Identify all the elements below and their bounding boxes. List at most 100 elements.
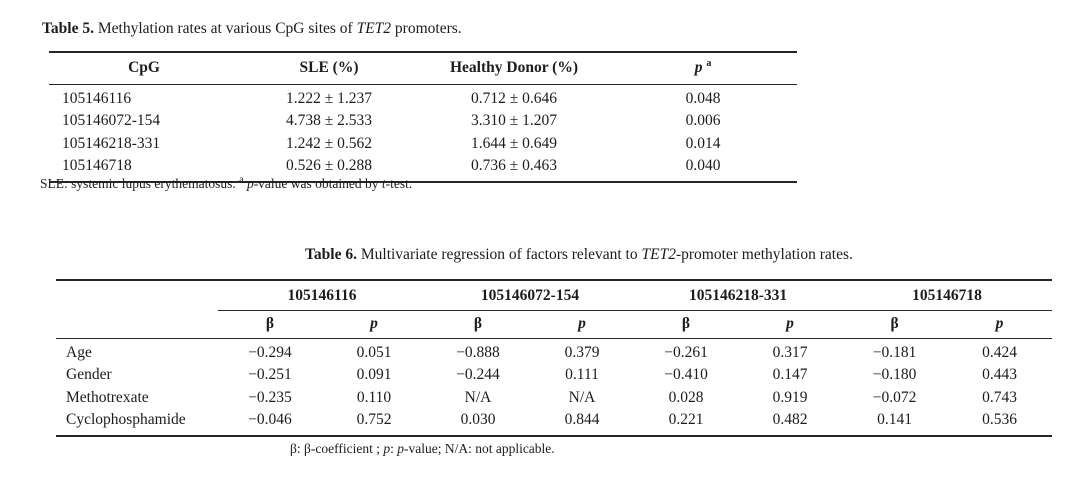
table6-group-header: 105146718 [842, 280, 1053, 311]
table-row: Methotrexate −0.235 0.110 N/A N/A 0.028 … [56, 386, 1052, 408]
cell-p: 0.536 [982, 411, 1017, 429]
table6-group-header: 105146116 [218, 280, 426, 311]
table6-caption: Table 6. Multivariate regression of fact… [305, 245, 853, 265]
cell-p: 0.014 [685, 134, 721, 152]
cell-beta: −0.180 [872, 366, 917, 384]
table-row: 105146718 0.526 ± 0.288 0.736 ± 0.463 0.… [49, 155, 797, 182]
table6-footnote-text2: : [390, 441, 398, 456]
table6-footnote-p2: p [397, 441, 404, 456]
cell-beta: −0.046 [248, 411, 292, 429]
table5-header-row: CpG SLE (%) Healthy Donor (%) p a [49, 52, 797, 85]
cell-beta: 0.141 [877, 411, 912, 429]
table5-caption-label: Table 5. [42, 20, 94, 37]
table6-caption-label: Table 6. [305, 246, 357, 263]
table5-footnote: SLE: systemic lupus erythematosus. a p-v… [40, 174, 413, 192]
table5: CpG SLE (%) Healthy Donor (%) p a 105146… [49, 51, 797, 183]
cell-p: 0.317 [772, 344, 808, 361]
table5-header-p-superscript: a [706, 57, 712, 69]
table6-footnote-text3: -value; N/A: not applicable. [403, 441, 555, 456]
beta-subheader: β [634, 310, 739, 339]
cell-beta: 0.030 [460, 411, 496, 429]
table6-caption-gene: TET2 [641, 246, 676, 263]
table5-header-p: p a [609, 52, 797, 85]
cell-beta: −0.410 [664, 366, 708, 384]
table-row: Age −0.294 0.051 −0.888 0.379 −0.261 0.3… [56, 339, 1052, 364]
table6-footnote: β: β-coefficient ; p: p-value; N/A: not … [290, 441, 555, 457]
cell-beta: −0.181 [872, 344, 917, 361]
cell-beta: −0.888 [456, 344, 500, 361]
table6-caption-text: Multivariate regression of factors relev… [356, 246, 642, 263]
cell-cpg: 105146218-331 [62, 134, 161, 152]
table5-caption-gene: TET2 [356, 20, 392, 37]
cell-sle: 1.242 ± 0.562 [285, 134, 372, 152]
cell-beta: 0.221 [668, 411, 704, 429]
cell-cpg: 105146116 [62, 90, 132, 107]
table6-group-header-row: 105146116 105146072-154 105146218-331 10… [56, 280, 1053, 311]
cell-p: 0.424 [982, 344, 1017, 361]
beta-subheader: β [218, 310, 322, 339]
cell-p: 0.919 [772, 388, 808, 406]
cell-beta: −0.072 [872, 388, 917, 406]
p-subheader: p [530, 310, 635, 339]
table6-corner-cell [56, 280, 218, 311]
cell-p: 0.110 [356, 388, 392, 406]
beta-subheader: β [842, 310, 948, 339]
row-label: Cyclophosphamide [66, 411, 186, 429]
cell-p: 0.482 [772, 411, 808, 429]
cell-beta: −0.294 [248, 344, 292, 361]
table5-footnote-t: t [381, 176, 386, 191]
table5-header-cpg: CpG [49, 52, 239, 85]
table-row: Gender −0.251 0.091 −0.244 0.111 −0.410 … [56, 364, 1052, 386]
table6: 105146116 105146072-154 105146218-331 10… [56, 279, 1053, 437]
p-subheader: p [947, 310, 1053, 339]
cell-p: 0.091 [356, 366, 392, 384]
cell-p: 0.051 [356, 344, 392, 361]
table6-caption-text-end: -promoter methylation rates. [675, 246, 853, 263]
cell-p: 0.040 [685, 157, 721, 175]
table5-header-p-symbol: p [694, 59, 703, 76]
row-label: Age [66, 344, 92, 361]
cell-sle: 4.738 ± 2.533 [285, 112, 372, 130]
table5-footnote-marker: a [239, 174, 244, 186]
table5-caption-text-end: promoters. [391, 20, 462, 37]
table5-footnote-text2: -value was obtained by [253, 176, 382, 191]
cell-beta: −0.244 [456, 366, 500, 384]
table-row: 105146218-331 1.242 ± 0.562 1.644 ± 0.64… [49, 132, 797, 154]
p-subheader: p [738, 310, 843, 339]
cell-p: 0.111 [565, 366, 599, 384]
row-label: Methotrexate [66, 388, 149, 406]
table6-footnote-text: β: β-coefficient ; [290, 441, 384, 456]
table6-group-header: 105146218-331 [634, 280, 843, 311]
cell-beta: −0.235 [248, 388, 292, 406]
cell-healthy: 3.310 ± 1.207 [470, 112, 557, 130]
table5-footnote-p: p [246, 176, 254, 191]
table6-footnote-p1: p [383, 441, 391, 456]
cell-p: 0.379 [564, 344, 600, 361]
table6-subheader-row: β p β p β p β p [56, 310, 1053, 339]
table-row: Cyclophosphamide −0.046 0.752 0.030 0.84… [56, 409, 1052, 436]
cell-sle: 1.222 ± 1.237 [285, 90, 372, 107]
table5-header-sle: SLE (%) [239, 52, 419, 85]
cell-p: N/A [568, 388, 596, 406]
table-row: 105146116 1.222 ± 1.237 0.712 ± 0.646 0.… [49, 85, 797, 110]
cell-sle: 0.526 ± 0.288 [285, 157, 372, 175]
beta-subheader: β [426, 310, 530, 339]
table5-caption-text: Methylation rates at various CpG sites o… [93, 20, 357, 37]
table6-group-header: 105146072-154 [426, 280, 635, 311]
cell-beta: 0.028 [668, 388, 704, 406]
cell-beta: −0.251 [248, 366, 292, 384]
cell-p: 0.006 [685, 112, 721, 130]
table6-subheader-empty [56, 310, 218, 339]
cell-healthy: 1.644 ± 0.649 [470, 134, 557, 152]
row-label: Gender [66, 366, 112, 384]
cell-p: 0.443 [982, 366, 1017, 384]
table5-header-healthy: Healthy Donor (%) [419, 52, 609, 85]
cell-healthy: 0.736 ± 0.463 [470, 157, 557, 175]
table5-footnote-text3: -test. [385, 176, 413, 191]
cell-p: 0.048 [685, 90, 721, 107]
cell-healthy: 0.712 ± 0.646 [470, 90, 557, 107]
p-subheader: p [322, 310, 426, 339]
cell-beta: N/A [464, 388, 492, 406]
cell-cpg: 105146718 [62, 157, 132, 175]
